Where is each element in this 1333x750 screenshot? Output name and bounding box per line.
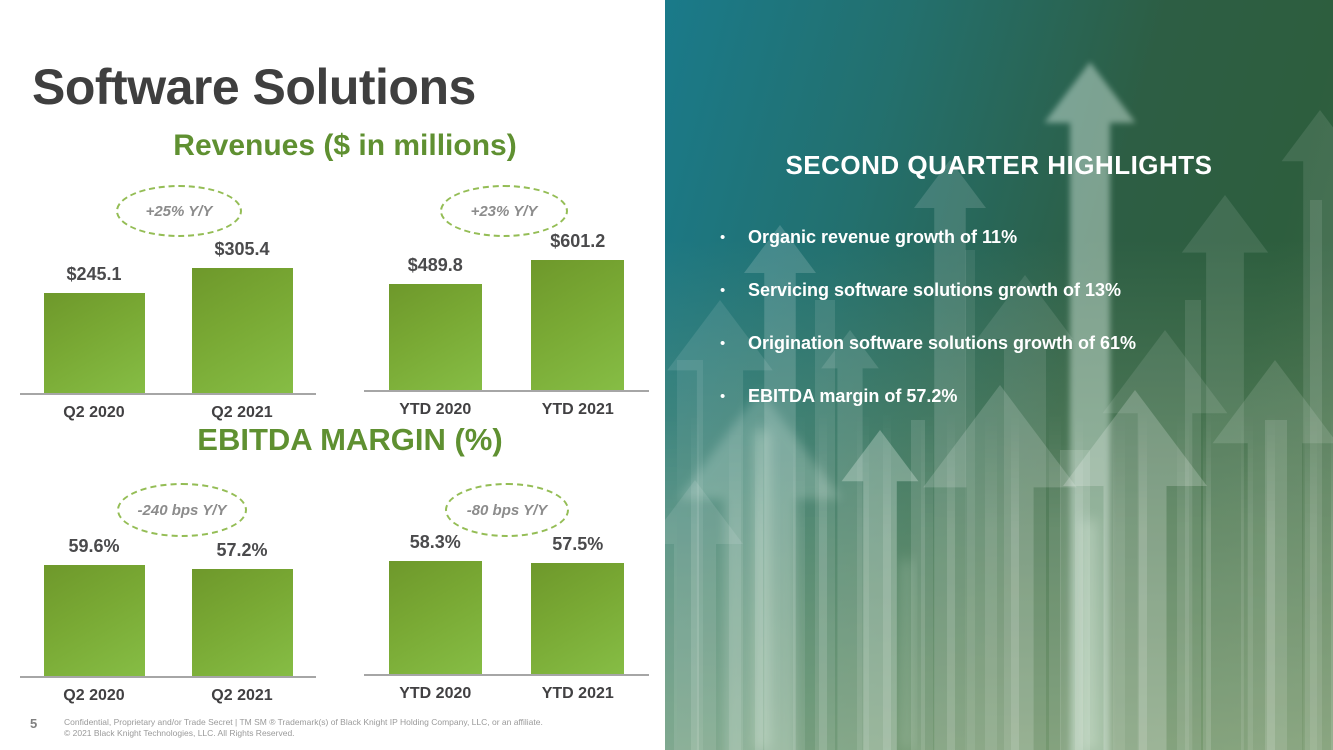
- bar-group: 57.5%: [531, 534, 625, 674]
- bullet-text: Organic revenue growth of 11%: [748, 227, 1018, 247]
- highlights-panel: SECOND QUARTER HIGHLIGHTS • Organic reve…: [665, 0, 1333, 750]
- category-label: Q2 2020: [63, 687, 125, 704]
- bullet-text: EBITDA margin of 57.2%: [748, 386, 958, 406]
- bar-value-label: 57.2%: [216, 540, 268, 560]
- section-title-revenues: Revenues ($ in millions): [173, 129, 517, 162]
- bar-group: 59.6%: [43, 536, 145, 676]
- bar: [531, 563, 625, 674]
- bullet-icon: •: [720, 282, 726, 299]
- category-label: Q2 2020: [63, 404, 125, 421]
- bullet-icon: •: [720, 229, 726, 246]
- growth-annotation-oval: -80 bps Y/Y: [445, 483, 569, 537]
- bar-value-label: 57.5%: [552, 534, 604, 554]
- highlights-title: SECOND QUARTER HIGHLIGHTS: [785, 150, 1213, 180]
- category-label: YTD 2021: [541, 401, 614, 418]
- growth-annotation-oval: -240 bps Y/Y: [117, 483, 247, 537]
- footer-line-1: Confidential, Proprietary and/or Trade S…: [64, 717, 543, 727]
- footer-line-2: © 2021 Black Knight Technologies, LLC. A…: [64, 728, 295, 738]
- bar-value-label: 59.6%: [68, 536, 120, 556]
- bar-value-label: $601.2: [550, 231, 606, 251]
- bar: [191, 569, 293, 676]
- up-arrows-background-graphic: [665, 62, 1333, 750]
- bar-group: $305.4: [191, 239, 293, 393]
- bar: [531, 260, 625, 390]
- bullet-text: Origination software solutions growth of…: [748, 333, 1137, 353]
- bar-group: $489.8: [388, 255, 482, 390]
- page-title: Software Solutions: [32, 59, 476, 115]
- page-number: 5: [30, 716, 38, 731]
- chart-revenue-ytd: $489.8 $601.2 YTD 2020 YTD 2021: [364, 230, 649, 419]
- plot-area: 58.3% 57.5%: [364, 514, 649, 676]
- bullet-text: Servicing software solutions growth of 1…: [748, 280, 1122, 300]
- bar: [388, 284, 482, 390]
- category-axis: Q2 2020 Q2 2021: [20, 687, 316, 705]
- category-label: Q2 2021: [211, 404, 273, 421]
- bullet-item: • Origination software solutions growth …: [720, 317, 1317, 370]
- category-axis: YTD 2020 YTD 2021: [364, 685, 649, 703]
- growth-annotation-oval: +23% Y/Y: [440, 185, 568, 237]
- bullet-icon: •: [720, 335, 726, 352]
- bar-value-label: $245.1: [66, 264, 122, 284]
- chart-ebitda-quarterly: 59.6% 57.2% Q2 2020 Q2 2021: [20, 516, 316, 705]
- bar-group: 58.3%: [388, 532, 482, 674]
- bar: [43, 565, 145, 676]
- bar: [191, 268, 293, 393]
- category-axis: Q2 2020 Q2 2021: [20, 404, 316, 422]
- bar: [388, 561, 482, 674]
- bullet-item: • Organic revenue growth of 11%: [720, 211, 1317, 264]
- category-label: YTD 2020: [399, 685, 472, 702]
- bar: [43, 293, 145, 393]
- bullet-item: • EBITDA margin of 57.2%: [720, 370, 1317, 423]
- bar-value-label: $489.8: [407, 255, 463, 275]
- bar-value-label: $305.4: [214, 239, 270, 259]
- category-label: YTD 2020: [399, 401, 472, 418]
- highlights-list: • Organic revenue growth of 11% • Servic…: [720, 211, 1317, 423]
- footer-disclaimer: Confidential, Proprietary and/or Trade S…: [64, 717, 543, 739]
- bar-group: 57.2%: [191, 540, 293, 676]
- plot-area: $245.1 $305.4: [20, 233, 316, 395]
- bullet-icon: •: [720, 388, 726, 405]
- category-label: Q2 2021: [211, 687, 273, 704]
- arrow-shaft-stripes: [665, 410, 1333, 750]
- plot-area: $489.8 $601.2: [364, 230, 649, 392]
- bar-value-label: 58.3%: [409, 532, 461, 552]
- chart-ebitda-ytd: 58.3% 57.5% YTD 2020 YTD 2021: [364, 514, 649, 703]
- growth-annotation-oval: +25% Y/Y: [116, 185, 242, 237]
- bar-group: $601.2: [531, 231, 625, 390]
- category-label: YTD 2021: [541, 685, 614, 702]
- bar-group: $245.1: [43, 264, 145, 393]
- section-title-ebitda: EBITDA MARGIN (%): [197, 422, 503, 457]
- category-axis: YTD 2020 YTD 2021: [364, 401, 649, 419]
- bullet-item: • Servicing software solutions growth of…: [720, 264, 1317, 317]
- chart-revenue-quarterly: $245.1 $305.4 Q2 2020 Q2 2021: [20, 233, 316, 422]
- plot-area: 59.6% 57.2%: [20, 516, 316, 678]
